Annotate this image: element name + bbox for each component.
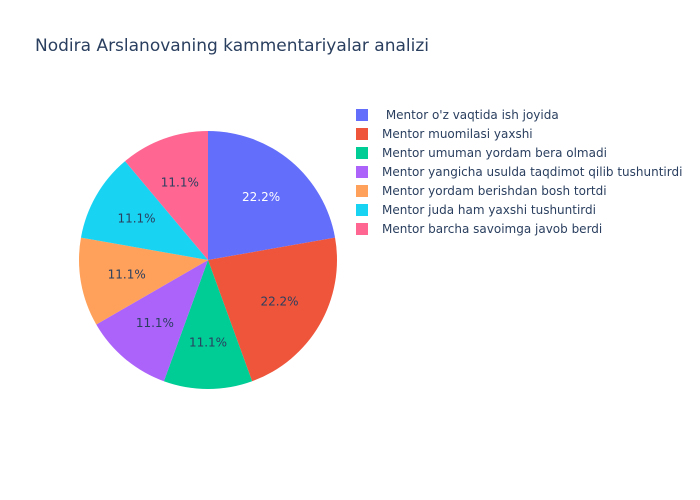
pie-slice-0[interactable] — [208, 131, 336, 260]
legend-label-4[interactable]: Mentor yordam berishdan bosh tortdi — [382, 184, 607, 198]
legend-swatch-2[interactable] — [356, 147, 368, 159]
slice-percent-label-0: 22.2% — [242, 190, 280, 204]
legend-swatch-0[interactable] — [356, 109, 368, 121]
slice-percent-label-4: 11.1% — [108, 267, 146, 281]
legend-swatch-6[interactable] — [356, 223, 368, 235]
slice-percent-label-6: 11.1% — [161, 175, 199, 189]
slice-percent-label-2: 11.1% — [189, 336, 227, 350]
slice-percent-label-5: 11.1% — [117, 212, 155, 226]
legend: Mentor o'z vaqtida ish joyida Mentor muom… — [356, 108, 682, 236]
legend-label-1[interactable]: Mentor muomilasi yaxshi — [382, 127, 533, 141]
pie-slice-3[interactable] — [96, 260, 208, 382]
pie-slice-2[interactable] — [163, 260, 253, 389]
legend-label-0[interactable]: Mentor o'z vaqtida ish joyida — [382, 108, 559, 122]
chart-title: Nodira Arslanovaning kammentariyalar ana… — [35, 36, 429, 56]
legend-swatch-5[interactable] — [356, 204, 368, 216]
slice-percent-label-3: 11.1% — [136, 316, 174, 330]
legend-label-5[interactable]: Mentor juda ham yaxshi tushuntirdi — [382, 203, 596, 217]
legend-swatch-3[interactable] — [356, 166, 368, 178]
legend-swatch-4[interactable] — [356, 185, 368, 197]
legend-swatch-1[interactable] — [356, 128, 368, 140]
pie-slice-labels: 22.2% 22.2% 11.1% 11.1% 11.1% 11.1% 11.1% — [108, 175, 299, 349]
pie-slice-5[interactable] — [80, 161, 208, 260]
slice-percent-label-1: 22.2% — [260, 294, 298, 308]
pie-slice-1[interactable] — [208, 237, 337, 382]
pie-slices — [78, 131, 337, 389]
pie-slice-4[interactable] — [78, 237, 208, 325]
legend-label-6[interactable]: Mentor barcha savoimga javob berdi — [382, 222, 602, 236]
legend-label-3[interactable]: Mentor yangicha usulda taqdimot qilib tu… — [382, 165, 682, 179]
legend-label-2[interactable]: Mentor umuman yordam bera olmadi — [382, 146, 607, 160]
pie-slice-6[interactable] — [125, 131, 208, 260]
